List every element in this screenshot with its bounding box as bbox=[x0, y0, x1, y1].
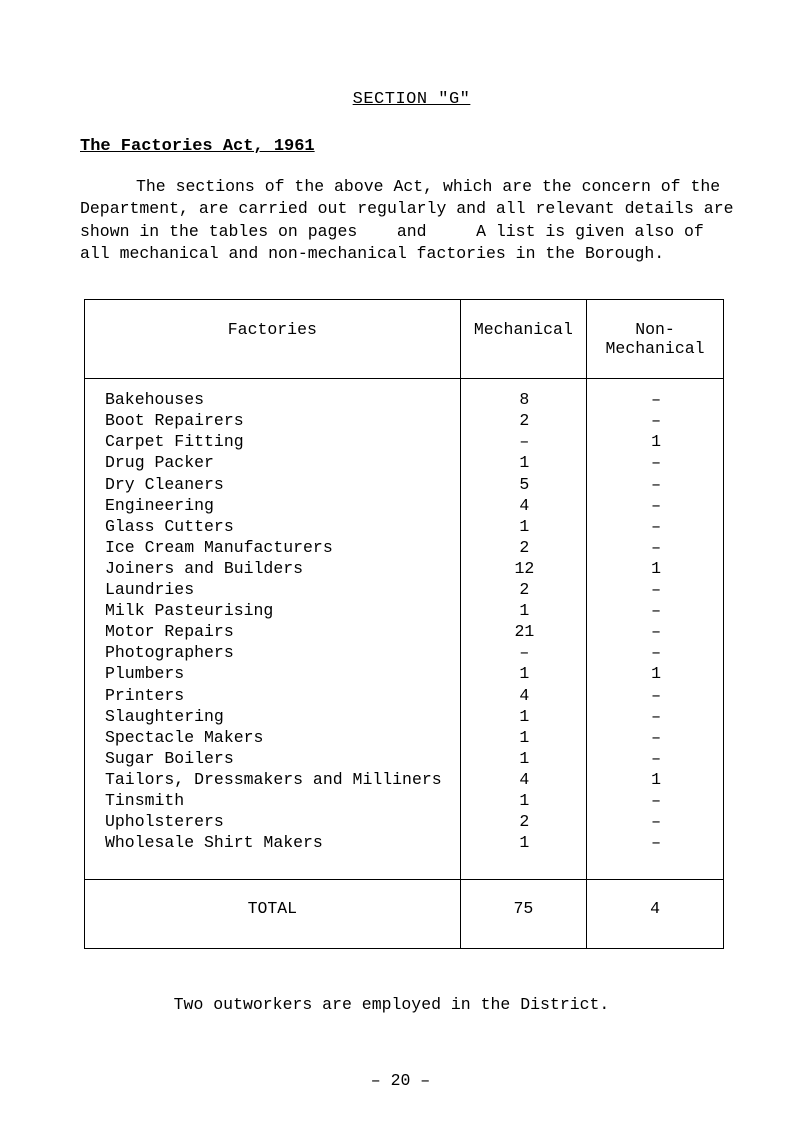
non-mechanical-value: 1 bbox=[607, 558, 705, 579]
mechanical-value: 12 bbox=[481, 558, 568, 579]
non-mechanical-value: – bbox=[607, 621, 705, 642]
non-mechanical-value: 1 bbox=[607, 769, 705, 790]
mechanical-value: 1 bbox=[481, 790, 568, 811]
factory-name: Motor Repairs bbox=[105, 621, 442, 642]
act-subheading: The Factories Act, 1961 bbox=[80, 137, 743, 156]
mechanical-value: 1 bbox=[481, 832, 568, 853]
col-header-mechanical: Mechanical bbox=[460, 300, 586, 379]
factory-name: Milk Pasteurising bbox=[105, 600, 442, 621]
mechanical-value: 1 bbox=[481, 663, 568, 684]
factory-name: Laundries bbox=[105, 579, 442, 600]
mechanical-value: 4 bbox=[481, 769, 568, 790]
factory-name: Bakehouses bbox=[105, 389, 442, 410]
page-number: – 20 – bbox=[0, 1071, 801, 1090]
non-mechanical-value: – bbox=[607, 706, 705, 727]
mechanical-cell: 82–15412122121–141114121 bbox=[460, 379, 586, 880]
factory-name: Tailors, Dressmakers and Milliners bbox=[105, 769, 442, 790]
intro-paragraph: The sections of the above Act, which are… bbox=[80, 176, 743, 265]
factory-name: Sugar Boilers bbox=[105, 748, 442, 769]
mechanical-value: 2 bbox=[481, 811, 568, 832]
mechanical-value: 4 bbox=[481, 495, 568, 516]
factory-name: Printers bbox=[105, 685, 442, 706]
non-mechanical-value: – bbox=[607, 389, 705, 410]
mechanical-value: 2 bbox=[481, 537, 568, 558]
footnote-text: Two outworkers are employed in the Distr… bbox=[80, 995, 743, 1014]
mechanical-value: 21 bbox=[481, 621, 568, 642]
col-header-non-mechanical: Non-Mechanical bbox=[587, 300, 724, 379]
non-mechanical-value: – bbox=[607, 516, 705, 537]
factory-name: Ice Cream Manufacturers bbox=[105, 537, 442, 558]
total-label: TOTAL bbox=[85, 880, 461, 948]
factory-name: Slaughtering bbox=[105, 706, 442, 727]
mechanical-value: – bbox=[481, 642, 568, 663]
total-non-mechanical: 4 bbox=[587, 880, 724, 948]
table-footer-row: TOTAL 75 4 bbox=[85, 880, 724, 948]
table-header-row: Factories Mechanical Non-Mechanical bbox=[85, 300, 724, 379]
total-mechanical: 75 bbox=[460, 880, 586, 948]
factories-name-cell: BakehousesBoot RepairersCarpet FittingDr… bbox=[85, 379, 461, 880]
non-mechanical-value: – bbox=[607, 579, 705, 600]
factory-name: Glass Cutters bbox=[105, 516, 442, 537]
non-mechanical-value: – bbox=[607, 537, 705, 558]
factories-table: Factories Mechanical Non-Mechanical Bake… bbox=[84, 299, 724, 949]
mechanical-value: 1 bbox=[481, 516, 568, 537]
non-mechanical-value: – bbox=[607, 685, 705, 706]
factory-name: Dry Cleaners bbox=[105, 474, 442, 495]
non-mechanical-value: – bbox=[607, 452, 705, 473]
non-mechanical-cell: ––1–––––1––––1––––1––– bbox=[587, 379, 724, 880]
non-mechanical-value: 1 bbox=[607, 431, 705, 452]
mechanical-value: 1 bbox=[481, 452, 568, 473]
factory-name: Engineering bbox=[105, 495, 442, 516]
factory-name: Plumbers bbox=[105, 663, 442, 684]
factory-name: Tinsmith bbox=[105, 790, 442, 811]
non-mechanical-value: 1 bbox=[607, 663, 705, 684]
mechanical-value: 5 bbox=[481, 474, 568, 495]
non-mechanical-value: – bbox=[607, 474, 705, 495]
document-page: SECTION "G" The Factories Act, 1961 The … bbox=[0, 0, 801, 1124]
non-mechanical-value: – bbox=[607, 727, 705, 748]
factory-name: Carpet Fitting bbox=[105, 431, 442, 452]
factory-name: Drug Packer bbox=[105, 452, 442, 473]
mechanical-value: 1 bbox=[481, 600, 568, 621]
factory-name: Boot Repairers bbox=[105, 410, 442, 431]
table-body-row: BakehousesBoot RepairersCarpet FittingDr… bbox=[85, 379, 724, 880]
mechanical-value: 1 bbox=[481, 727, 568, 748]
non-mechanical-value: – bbox=[607, 748, 705, 769]
non-mechanical-value: – bbox=[607, 495, 705, 516]
non-mechanical-value: – bbox=[607, 642, 705, 663]
section-title: SECTION "G" bbox=[80, 90, 743, 109]
mechanical-value: 8 bbox=[481, 389, 568, 410]
factory-name: Photographers bbox=[105, 642, 442, 663]
mechanical-value: 2 bbox=[481, 579, 568, 600]
factory-name: Joiners and Builders bbox=[105, 558, 442, 579]
mechanical-value: 4 bbox=[481, 685, 568, 706]
col-header-factories: Factories bbox=[85, 300, 461, 379]
factory-name: Spectacle Makers bbox=[105, 727, 442, 748]
non-mechanical-value: – bbox=[607, 790, 705, 811]
factory-name: Upholsterers bbox=[105, 811, 442, 832]
non-mechanical-value: – bbox=[607, 832, 705, 853]
mechanical-value: – bbox=[481, 431, 568, 452]
non-mechanical-value: – bbox=[607, 600, 705, 621]
mechanical-value: 1 bbox=[481, 748, 568, 769]
non-mechanical-value: – bbox=[607, 410, 705, 431]
mechanical-value: 2 bbox=[481, 410, 568, 431]
non-mechanical-value: – bbox=[607, 811, 705, 832]
factory-name: Wholesale Shirt Makers bbox=[105, 832, 442, 853]
mechanical-value: 1 bbox=[481, 706, 568, 727]
